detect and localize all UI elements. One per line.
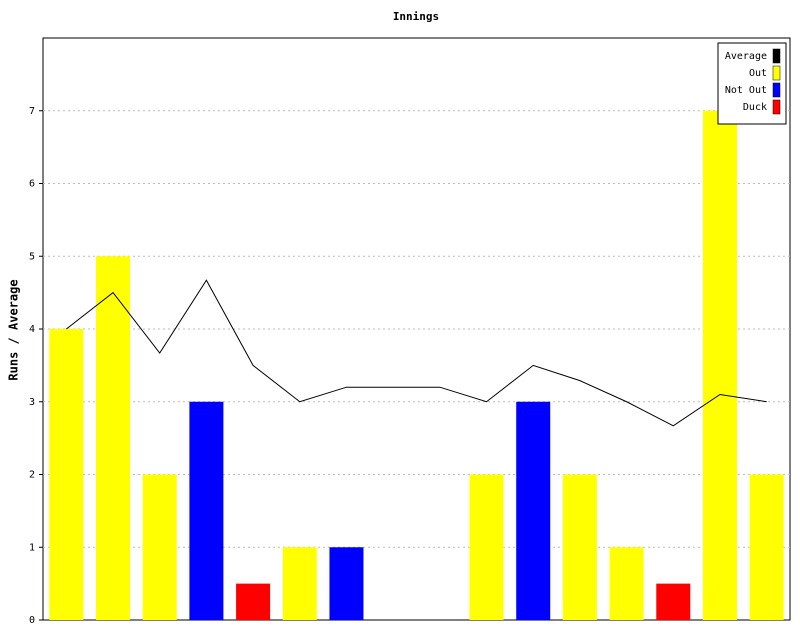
bar [469, 474, 504, 620]
bar [562, 474, 597, 620]
legend-swatch [772, 99, 781, 115]
bar [749, 474, 784, 620]
bar [49, 329, 84, 620]
legend-label: Not Out [725, 85, 767, 96]
bar [189, 401, 224, 620]
bar [702, 110, 737, 620]
legend-swatch [772, 48, 781, 64]
bar [516, 401, 551, 620]
legend-label: Average [725, 51, 767, 62]
legend-swatch [772, 65, 781, 81]
y-tick-label: 1 [29, 542, 35, 553]
y-tick-label: 0 [29, 615, 35, 626]
legend-swatch [772, 82, 781, 98]
y-tick-label: 6 [29, 179, 35, 190]
bar [329, 547, 364, 620]
y-tick-label: 7 [29, 106, 35, 117]
y-tick-label: 2 [29, 470, 35, 481]
y-tick-label: 5 [29, 251, 35, 262]
bar [609, 547, 644, 620]
average-line [66, 279, 767, 427]
legend-label: Duck [743, 102, 767, 113]
bar [236, 583, 271, 620]
y-tick-label: 3 [29, 397, 35, 408]
chart-title: Innings [393, 10, 439, 23]
bar [282, 547, 317, 620]
y-axis-label: Runs / Average [7, 279, 21, 380]
bar [142, 474, 177, 620]
bar [656, 583, 691, 620]
legend-label: Out [749, 68, 767, 79]
bar [96, 256, 131, 620]
y-tick-label: 4 [29, 324, 35, 335]
